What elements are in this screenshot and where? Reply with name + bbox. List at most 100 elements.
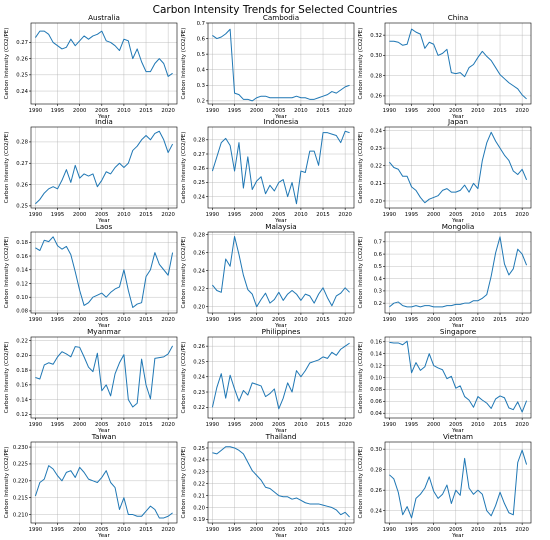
subplot-grid: Australia 1990 1995 2000 2005 2010 2015 2020 0.2… bbox=[4, 13, 532, 539]
x-tick-label: 2015 bbox=[493, 212, 506, 218]
x-tick-label: 2020 bbox=[161, 317, 175, 323]
x-tick-label: 1990 bbox=[206, 317, 220, 323]
x-tick-label: 2005 bbox=[95, 108, 108, 114]
x-tick-label: 2005 bbox=[272, 317, 285, 323]
subplot-title: Mongolia bbox=[442, 222, 475, 231]
y-axis-label: Carbon Intensity (CO2/PE) bbox=[358, 237, 364, 309]
x-tick-label: 2015 bbox=[493, 527, 506, 533]
y-tick-label: 0.04 bbox=[370, 411, 382, 417]
y-tick-label: 0.230 bbox=[13, 445, 29, 451]
y-axis-label: Carbon Intensity (CO2/PE) bbox=[4, 342, 10, 414]
x-tick-label: 2000 bbox=[427, 317, 441, 323]
y-tick-label: 0.2 bbox=[374, 301, 382, 307]
plot-frame bbox=[384, 231, 532, 314]
x-tick-label: 2015 bbox=[139, 108, 152, 114]
x-tick-label: 2005 bbox=[95, 527, 108, 533]
y-tick-label: 0.27 bbox=[193, 152, 205, 158]
x-tick-label: 2000 bbox=[427, 212, 441, 218]
x-tick-label: 1995 bbox=[228, 317, 241, 323]
x-tick-label: 2005 bbox=[449, 527, 462, 533]
subplot-title: Vietnam bbox=[443, 432, 473, 441]
subplot-mongolia: Mongolia 1990 1995 2000 2005 2010 2015 2020 0.2 0… bbox=[358, 222, 532, 329]
x-tick-label: 1995 bbox=[405, 527, 418, 533]
subplot-india: India 1990 1995 2000 2005 2010 2015 2020 0.25 0.2… bbox=[4, 117, 178, 224]
y-tick-label: 0.08 bbox=[16, 309, 28, 315]
y-tick-label: 0.18 bbox=[16, 240, 28, 246]
y-tick-label: 0.22 bbox=[193, 405, 205, 411]
y-tick-label: 0.22 bbox=[370, 164, 382, 170]
x-axis-label: Year bbox=[97, 428, 110, 434]
subplot-title: Cambodia bbox=[263, 13, 299, 22]
x-tick-label: 2015 bbox=[316, 108, 329, 114]
series-line bbox=[35, 236, 174, 309]
y-tick-label: 0.23 bbox=[193, 390, 205, 396]
x-tick-label: 2010 bbox=[471, 317, 485, 323]
plot-frame bbox=[30, 126, 178, 209]
plot-frame bbox=[384, 441, 532, 524]
x-tick-label: 2015 bbox=[139, 422, 152, 428]
y-axis-label: Carbon Intensity (CO2/PE) bbox=[181, 237, 187, 309]
x-tick-label: 2010 bbox=[471, 212, 485, 218]
y-axis-label: Carbon Intensity (CO2/PE) bbox=[181, 28, 187, 100]
x-axis-label: Year bbox=[274, 114, 287, 120]
subplot-title: Myanmar bbox=[87, 327, 121, 336]
y-tick-label: 0.21 bbox=[193, 493, 205, 499]
x-tick-label: 2020 bbox=[515, 422, 529, 428]
x-axis-label: Year bbox=[451, 218, 464, 224]
x-axis-label: Year bbox=[451, 323, 464, 329]
y-tick-label: 0.7 bbox=[197, 21, 205, 27]
x-tick-label: 1990 bbox=[206, 108, 220, 114]
x-tick-label: 2000 bbox=[427, 108, 441, 114]
x-tick-label: 2010 bbox=[117, 317, 131, 323]
x-tick-label: 2000 bbox=[250, 108, 264, 114]
x-tick-label: 2005 bbox=[449, 108, 462, 114]
x-tick-label: 2015 bbox=[316, 422, 329, 428]
plot-frame bbox=[207, 231, 355, 314]
y-tick-label: 0.14 bbox=[16, 268, 28, 274]
y-tick-label: 0.21 bbox=[370, 181, 382, 187]
x-tick-label: 1990 bbox=[29, 212, 43, 218]
x-tick-label: 2000 bbox=[73, 108, 87, 114]
y-tick-label: 0.6 bbox=[374, 252, 383, 258]
series-line bbox=[35, 345, 174, 408]
y-tick-label: 0.23 bbox=[193, 470, 205, 476]
y-tick-label: 0.24 bbox=[193, 194, 205, 200]
y-tick-label: 0.25 bbox=[16, 73, 28, 79]
y-tick-label: 0.225 bbox=[13, 462, 28, 468]
subplot-taiwan: Taiwan 1990 1995 2000 2005 2010 2015 2020 0.210 0… bbox=[4, 432, 178, 539]
y-tick-label: 0.6 bbox=[197, 36, 206, 42]
subplot-australia: Australia 1990 1995 2000 2005 2010 2015 2020 0.2… bbox=[4, 13, 178, 120]
x-tick-label: 2015 bbox=[316, 527, 329, 533]
subplot-cambodia: Cambodia 1990 1995 2000 2005 2010 2015 2020 0.2 0… bbox=[181, 13, 355, 120]
x-tick-label: 1995 bbox=[228, 422, 241, 428]
y-tick-label: 0.4 bbox=[197, 68, 206, 74]
x-tick-label: 2010 bbox=[294, 212, 308, 218]
x-tick-label: 2015 bbox=[139, 212, 152, 218]
y-tick-label: 0.12 bbox=[16, 412, 28, 418]
subplot-myanmar: Myanmar 1990 1995 2000 2005 2010 2015 2020 0.12 0… bbox=[4, 327, 178, 434]
x-tick-label: 2015 bbox=[139, 527, 152, 533]
x-tick-label: 2005 bbox=[272, 527, 285, 533]
y-tick-label: 0.5 bbox=[197, 52, 205, 58]
y-tick-label: 0.14 bbox=[370, 351, 382, 357]
y-tick-label: 0.25 bbox=[193, 359, 205, 365]
y-tick-label: 0.06 bbox=[370, 399, 382, 405]
y-axis-label: Carbon Intensity (CO2/PE) bbox=[358, 28, 364, 100]
y-tick-label: 0.20 bbox=[193, 305, 205, 311]
subplot-title: Taiwan bbox=[91, 432, 116, 441]
plot-frame bbox=[30, 336, 178, 419]
y-tick-label: 0.220 bbox=[13, 479, 29, 485]
x-tick-label: 1995 bbox=[405, 212, 418, 218]
x-tick-label: 2020 bbox=[338, 317, 352, 323]
y-tick-label: 0.22 bbox=[16, 338, 28, 344]
plot-frame bbox=[207, 441, 355, 524]
x-tick-label: 2010 bbox=[117, 422, 131, 428]
x-axis-label: Year bbox=[274, 218, 287, 224]
x-tick-label: 2005 bbox=[272, 212, 285, 218]
x-axis-label: Year bbox=[274, 533, 287, 539]
series-line bbox=[212, 236, 350, 308]
subplot-malaysia: Malaysia 1990 1995 2000 2005 2010 2015 2020 0.20… bbox=[181, 222, 355, 329]
x-tick-label: 1990 bbox=[383, 422, 397, 428]
y-tick-label: 0.28 bbox=[370, 467, 382, 473]
